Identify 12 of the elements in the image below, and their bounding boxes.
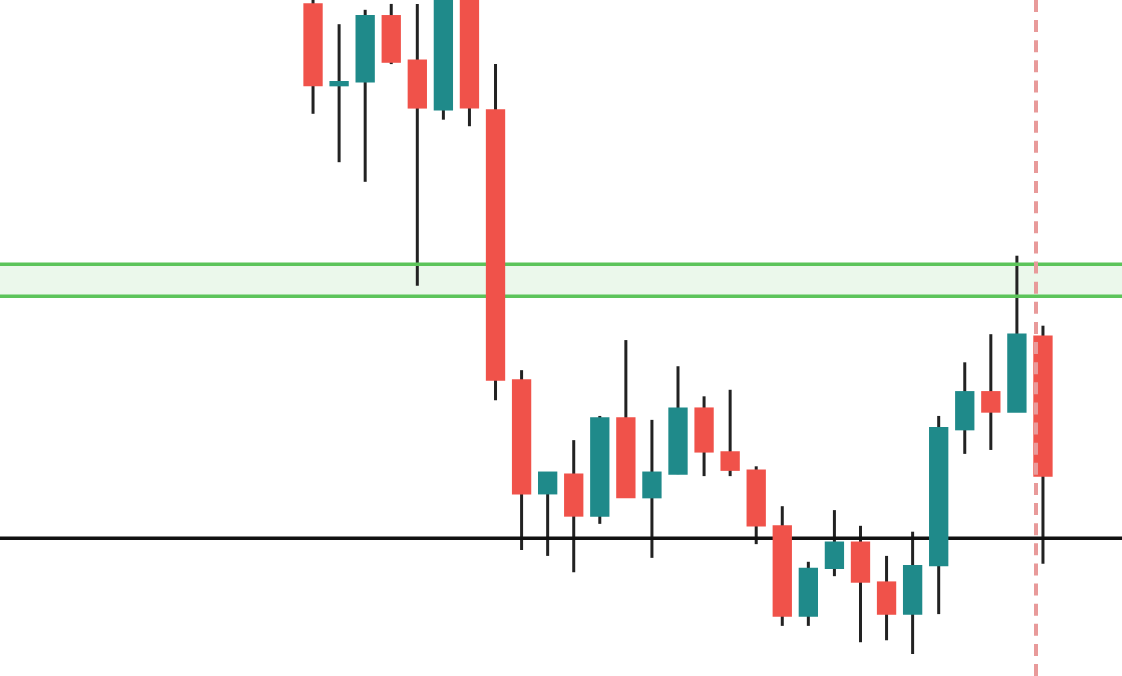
candlestick (694, 394, 714, 478)
candlestick (955, 360, 975, 456)
candlestick (720, 388, 740, 478)
candlestick (564, 438, 584, 574)
candlestick (642, 418, 662, 560)
candlestick (981, 332, 1001, 452)
candlestick (824, 508, 845, 578)
candlestick (381, 2, 401, 66)
candlestick (329, 22, 349, 164)
candlestick (850, 524, 871, 644)
candlestick (538, 470, 558, 558)
candlestick (876, 554, 897, 642)
